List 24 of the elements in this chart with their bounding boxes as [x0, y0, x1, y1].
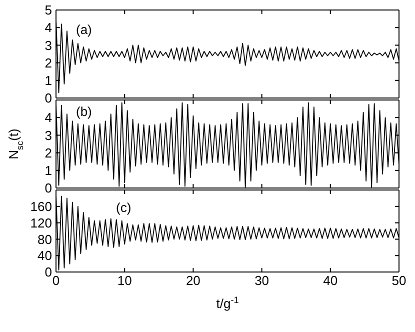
y-tick-label: 4: [44, 110, 52, 126]
y-tick-label: 1: [44, 163, 52, 178]
x-tick-label: 50: [392, 273, 406, 288]
x-axis-title: t/g$^{-1}$: [216, 295, 239, 311]
y-tick-label: 1: [44, 73, 52, 88]
y-tick-label: 3: [44, 128, 52, 143]
annotation: (c): [116, 200, 132, 215]
y-tick-label: 0: [44, 90, 52, 106]
y-tick-label: 3: [44, 38, 52, 53]
x-tick-label: 20: [186, 273, 200, 288]
y-tick-label: 2: [44, 145, 52, 160]
x-tick-label: 10: [117, 273, 132, 288]
y-tick-label: 0: [44, 180, 52, 196]
y-tick-label: 40: [38, 248, 52, 264]
annotation: (b): [76, 104, 92, 119]
y-tick-label: 160: [30, 199, 52, 214]
y-tick-label: 5: [44, 2, 52, 18]
y-tick-label: 2: [44, 55, 52, 70]
y-tick-label: 80: [38, 232, 52, 247]
x-tick-label: 40: [323, 273, 338, 288]
annotation: (a): [76, 22, 92, 37]
y-tick-label: 4: [44, 20, 52, 36]
x-tick-label: 30: [254, 273, 270, 288]
y-tick-label: 120: [30, 215, 52, 230]
